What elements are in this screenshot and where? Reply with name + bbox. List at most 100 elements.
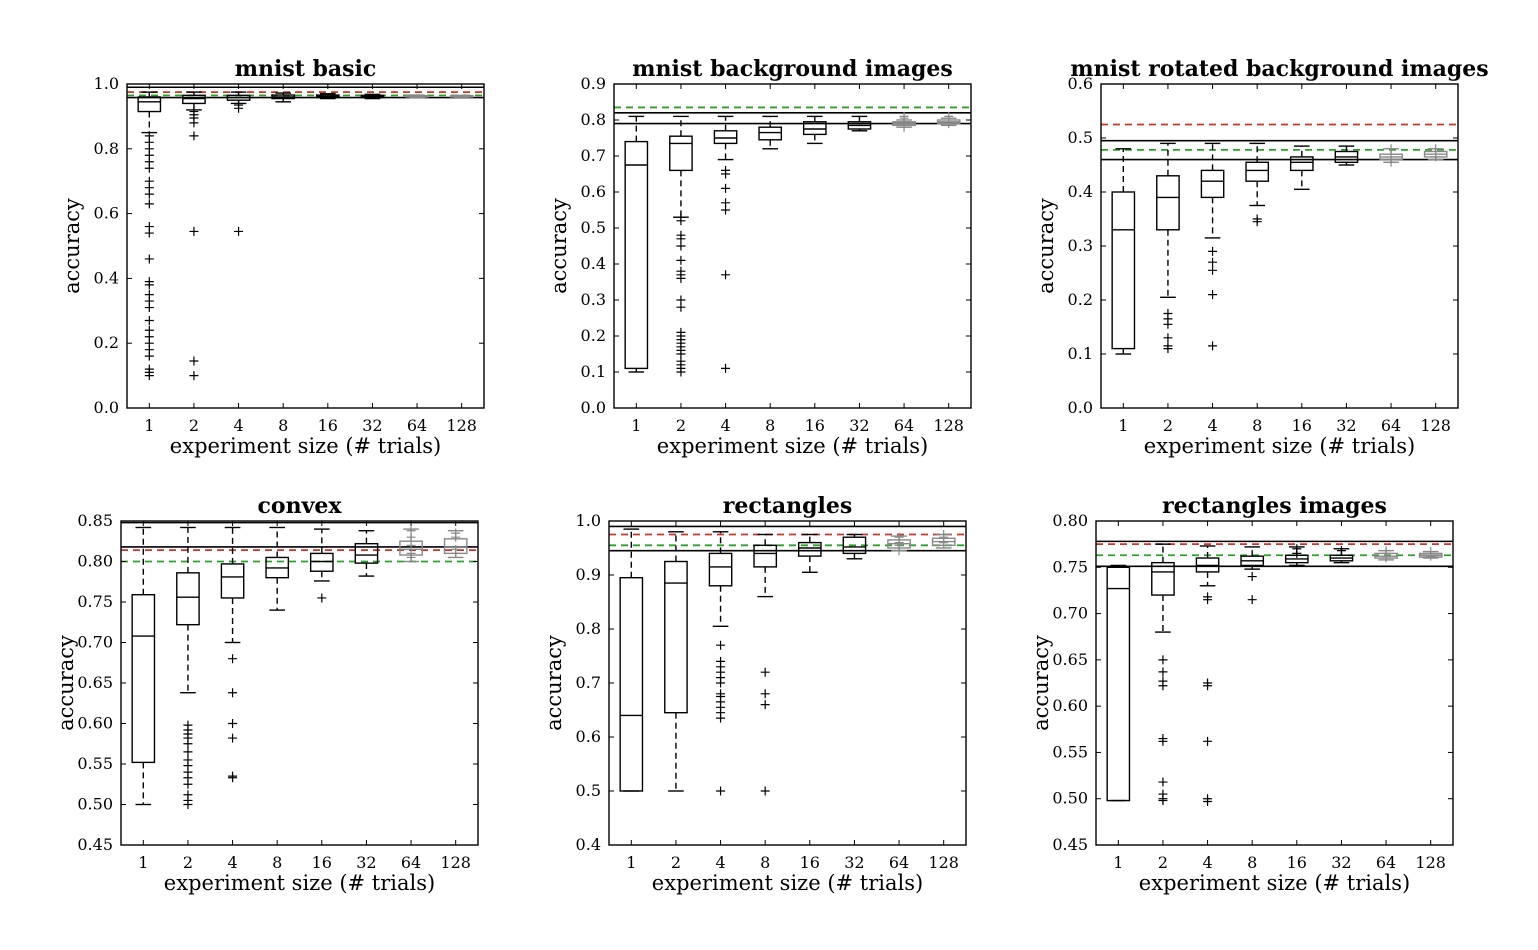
y-tick-label: 0.55 xyxy=(77,754,113,773)
y-tick-label: 0.65 xyxy=(1052,650,1088,669)
chart-panel: 0.4 0.5 0.6 0.7 0.8 0.9 1.0 1 2 4 8 16 32 64 128 rectan… xyxy=(542,493,967,895)
y-tick-label: 1.0 xyxy=(576,511,601,530)
box-iqr xyxy=(137,96,162,113)
outlier-point xyxy=(1336,546,1346,556)
outlier-point xyxy=(1163,319,1173,329)
outlier-point xyxy=(721,205,731,215)
y-tick-label: 0.75 xyxy=(1052,557,1088,576)
outlier-point xyxy=(676,302,686,312)
x-axis-label: experiment size (# trials) xyxy=(170,434,441,458)
outlier-point xyxy=(1252,217,1262,227)
box-1 xyxy=(619,528,644,792)
box-iqr xyxy=(354,542,379,564)
x-axis-label: experiment size (# trials) xyxy=(652,871,923,895)
box-2 xyxy=(176,526,200,809)
box-1 xyxy=(131,526,156,806)
y-tick-label: 0.50 xyxy=(77,795,113,814)
x-tick-label: 8 xyxy=(1247,853,1257,872)
x-tick-label: 4 xyxy=(1202,853,1212,872)
x-tick-label: 128 xyxy=(1415,853,1446,872)
box-iqr xyxy=(1200,169,1225,199)
outlier-point xyxy=(721,169,731,179)
y-tick-label: 0.60 xyxy=(77,714,113,733)
outlier-point xyxy=(676,255,686,265)
box-2 xyxy=(182,91,206,381)
x-tick-label: 32 xyxy=(356,853,376,872)
outlier-point xyxy=(1203,796,1213,806)
x-tick-label: 64 xyxy=(401,853,421,872)
outlier-point xyxy=(716,786,726,796)
outlier-point xyxy=(228,733,238,743)
x-tick-label: 4 xyxy=(715,853,725,872)
box-4 xyxy=(1200,142,1225,351)
outlier-point xyxy=(1431,144,1441,154)
x-tick-label: 32 xyxy=(844,853,864,872)
box-iqr xyxy=(220,563,245,599)
outlier-point xyxy=(1158,777,1168,787)
outlier-point xyxy=(716,713,726,723)
chart-title: mnist rotated background images xyxy=(1070,56,1488,82)
x-tick-label: 16 xyxy=(318,416,338,435)
x-tick-label: 1 xyxy=(631,416,641,435)
plot-frame xyxy=(1095,520,1454,846)
y-tick-label: 0.0 xyxy=(581,398,606,417)
x-tick-label: 2 xyxy=(676,416,686,435)
y-tick-label: 0.3 xyxy=(1068,236,1093,255)
x-tick-label: 64 xyxy=(1376,853,1396,872)
box-iqr xyxy=(842,536,867,555)
chart-panel: 0.0 0.1 0.2 0.3 0.4 0.5 0.6 1 2 4 8 16 32 64 128 mnist … xyxy=(1034,56,1489,458)
y-axis-label: accuracy xyxy=(542,635,566,731)
x-tick-label: 4 xyxy=(233,416,243,435)
outlier-point xyxy=(234,103,244,113)
x-tick-label: 128 xyxy=(933,416,964,435)
x-tick-label: 32 xyxy=(1336,416,1356,435)
outlier-point xyxy=(144,199,154,209)
y-tick-label: 0.1 xyxy=(1068,344,1093,363)
box-2 xyxy=(1151,543,1175,806)
y-axis-label: accuracy xyxy=(54,635,78,731)
y-tick-label: 0.80 xyxy=(1052,511,1088,530)
outlier-point xyxy=(144,303,154,313)
chart-title: rectangles xyxy=(723,493,853,519)
chart-title: rectangles images xyxy=(1162,493,1387,519)
outlier-point xyxy=(760,667,770,677)
box-16 xyxy=(1284,544,1309,567)
x-tick-label: 2 xyxy=(671,853,681,872)
x-tick-label: 2 xyxy=(1163,416,1173,435)
box-4 xyxy=(226,91,251,236)
outlier-point xyxy=(189,226,199,236)
outlier-point xyxy=(1208,257,1218,267)
y-tick-label: 0.1 xyxy=(581,362,606,381)
outlier-point xyxy=(183,747,193,757)
chart-title: mnist background images xyxy=(632,56,952,82)
x-axis-label: experiment size (# trials) xyxy=(164,871,435,895)
x-tick-label: 128 xyxy=(446,416,477,435)
y-tick-label: 0.8 xyxy=(94,139,119,158)
y-tick-label: 0.4 xyxy=(581,254,606,273)
x-tick-label: 16 xyxy=(1292,416,1312,435)
y-tick-label: 0.9 xyxy=(576,565,601,584)
outlier-point xyxy=(1158,655,1168,665)
y-tick-label: 0.75 xyxy=(77,592,113,611)
box-8 xyxy=(758,115,783,150)
outlier-point xyxy=(760,689,770,699)
outlier-point xyxy=(1203,736,1213,746)
box-8 xyxy=(753,533,778,796)
box-iqr xyxy=(713,130,738,145)
outlier-point xyxy=(716,640,726,650)
x-tick-label: 1 xyxy=(1118,416,1128,435)
box-iqr xyxy=(1289,156,1314,172)
box-4 xyxy=(708,531,733,796)
x-tick-label: 64 xyxy=(889,853,909,872)
y-tick-label: 0.55 xyxy=(1052,742,1088,761)
outlier-point xyxy=(894,546,904,556)
plot-frame xyxy=(1100,83,1459,409)
box-1 xyxy=(1111,148,1136,355)
y-tick-label: 0.5 xyxy=(1068,128,1093,147)
y-tick-label: 0.2 xyxy=(94,333,119,352)
outlier-point xyxy=(1208,290,1218,300)
outlier-point xyxy=(406,532,416,542)
outlier-point xyxy=(1208,246,1218,256)
x-tick-label: 16 xyxy=(1287,853,1307,872)
x-tick-label: 2 xyxy=(189,416,199,435)
